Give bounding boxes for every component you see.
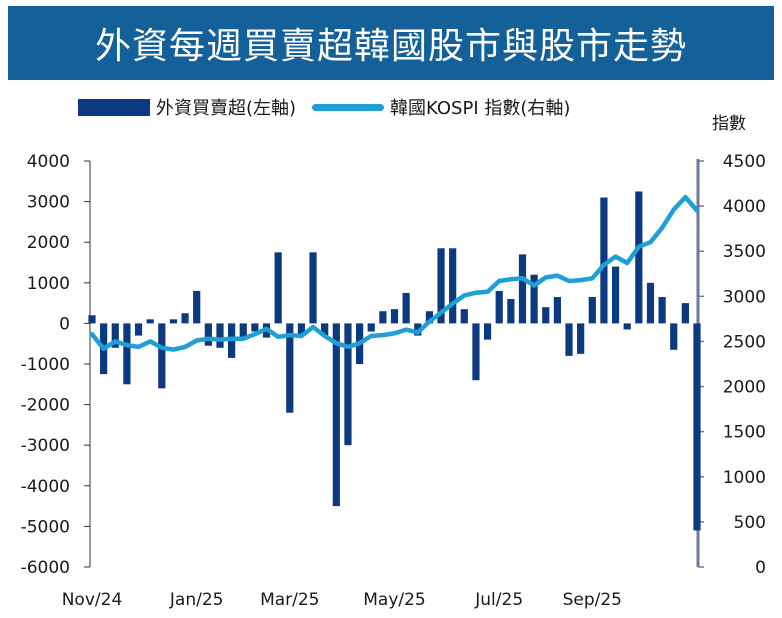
right-axis-label: 指數 bbox=[712, 114, 746, 134]
bar bbox=[169, 319, 178, 324]
bar bbox=[286, 323, 294, 413]
bar bbox=[216, 323, 224, 348]
left-tick-label: 1000 bbox=[27, 274, 70, 294]
chart-title: 外資每週買賣超韓國股市與股市走勢 bbox=[94, 26, 687, 67]
right-tick-label: 2500 bbox=[723, 332, 766, 352]
right-tick-label: 0 bbox=[755, 558, 766, 578]
bar bbox=[530, 274, 538, 324]
left-tick-label: -5000 bbox=[21, 517, 70, 537]
left-tick-label: -4000 bbox=[21, 477, 70, 497]
left-tick-label: -3000 bbox=[21, 436, 70, 456]
right-tick-label: 4500 bbox=[723, 152, 766, 172]
kospi-line bbox=[89, 194, 700, 352]
left-tick-label: -1000 bbox=[21, 355, 70, 375]
bar bbox=[379, 311, 387, 324]
bar bbox=[309, 252, 317, 324]
bar bbox=[123, 323, 131, 385]
bar bbox=[658, 297, 666, 324]
x-tick-label: Nov/24 bbox=[62, 590, 123, 610]
bar bbox=[297, 323, 306, 336]
bar bbox=[449, 248, 457, 324]
bar bbox=[542, 307, 550, 324]
bar bbox=[483, 323, 492, 340]
bar bbox=[693, 323, 701, 531]
bar bbox=[88, 315, 96, 324]
legend-line-swatch bbox=[312, 103, 385, 111]
bar bbox=[181, 313, 189, 324]
bar bbox=[635, 191, 643, 324]
bar bbox=[146, 319, 154, 324]
bar bbox=[239, 323, 247, 338]
legend-line-label: 韓國KOSPI 指數(右軸) bbox=[390, 98, 571, 119]
right-tick-label: 2000 bbox=[723, 378, 766, 398]
bar bbox=[611, 266, 620, 324]
bar bbox=[425, 311, 434, 324]
bar bbox=[251, 323, 259, 332]
bar bbox=[670, 323, 678, 350]
left-tick-label: -2000 bbox=[21, 396, 70, 416]
x-tick-label: Mar/25 bbox=[260, 590, 319, 610]
bar bbox=[600, 197, 608, 324]
right-tick-label: 1000 bbox=[723, 468, 766, 488]
bar bbox=[460, 309, 468, 324]
bar bbox=[367, 323, 375, 332]
bar bbox=[577, 323, 585, 354]
left-tick-label: 3000 bbox=[27, 193, 70, 213]
right-tick-label: 3000 bbox=[723, 287, 766, 307]
bar bbox=[518, 254, 527, 324]
bar bbox=[332, 323, 340, 507]
bar bbox=[553, 297, 561, 324]
left-tick-label: 0 bbox=[59, 314, 70, 334]
left-tick-label: -6000 bbox=[21, 558, 70, 578]
bar bbox=[390, 309, 399, 324]
legend-bar-label: 外資買賣超(左軸) bbox=[156, 98, 297, 119]
x-tick-label: Jan/25 bbox=[169, 590, 224, 610]
bar bbox=[158, 323, 166, 389]
title-banner: 外資每週買賣超韓國股市與股市走勢 bbox=[8, 6, 774, 80]
bar bbox=[321, 323, 329, 336]
right-tick-label: 3500 bbox=[723, 242, 766, 262]
left-tick-label: 2000 bbox=[27, 233, 70, 253]
bar bbox=[274, 252, 282, 324]
bar bbox=[681, 303, 689, 324]
right-tick-label: 500 bbox=[734, 513, 766, 533]
right-tick-label: 4000 bbox=[723, 197, 766, 217]
bar bbox=[472, 323, 480, 381]
bar bbox=[565, 323, 573, 356]
legend-bar-swatch bbox=[78, 98, 150, 116]
bar bbox=[402, 292, 410, 324]
bar bbox=[344, 323, 352, 446]
x-tick-label: Jul/25 bbox=[474, 590, 523, 610]
bar bbox=[507, 299, 515, 324]
bar bbox=[193, 290, 201, 324]
bar bbox=[134, 323, 143, 336]
x-tick-label: Sep/25 bbox=[563, 590, 622, 610]
right-tick-label: 1500 bbox=[723, 423, 766, 443]
bar bbox=[646, 282, 655, 324]
bar bbox=[437, 248, 445, 324]
bar bbox=[204, 323, 212, 346]
x-tick-label: May/25 bbox=[363, 590, 426, 610]
bar bbox=[111, 323, 119, 348]
bar bbox=[588, 297, 596, 324]
left-tick-label: 4000 bbox=[27, 152, 70, 172]
bar bbox=[623, 323, 631, 330]
legend: 外資買賣超(左軸) 韓國KOSPI 指數(右軸) bbox=[78, 93, 570, 121]
bar bbox=[495, 290, 503, 324]
